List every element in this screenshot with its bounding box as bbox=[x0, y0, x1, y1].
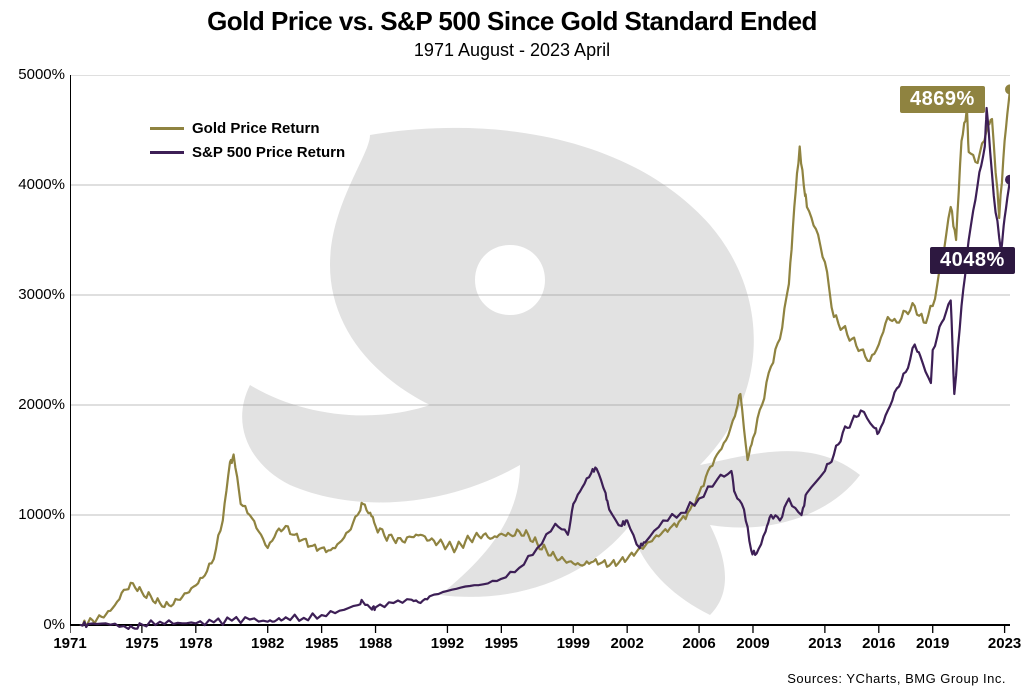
value-callout: 4048% bbox=[930, 247, 1015, 274]
x-tick-label: 1978 bbox=[176, 635, 216, 652]
chart-subtitle: 1971 August - 2023 April bbox=[0, 40, 1024, 61]
x-tick-label: 1971 bbox=[50, 635, 90, 652]
x-tick-label: 1999 bbox=[553, 635, 593, 652]
y-tick-label: 0% bbox=[10, 616, 65, 633]
legend-swatch bbox=[150, 151, 184, 154]
x-tick-label: 1988 bbox=[356, 635, 396, 652]
chart-container: Gold Price vs. S&P 500 Since Gold Standa… bbox=[0, 0, 1024, 690]
watermark-icon bbox=[242, 128, 860, 615]
y-tick-label: 5000% bbox=[10, 66, 65, 83]
x-tick-label: 1995 bbox=[481, 635, 521, 652]
sources-text: Sources: YCharts, BMG Group Inc. bbox=[787, 671, 1006, 686]
x-tick-label: 2023 bbox=[985, 635, 1024, 652]
x-tick-label: 1985 bbox=[302, 635, 342, 652]
x-tick-label: 2006 bbox=[679, 635, 719, 652]
x-tick-label: 1992 bbox=[427, 635, 467, 652]
legend: Gold Price Return S&P 500 Price Return bbox=[150, 118, 345, 166]
y-tick-label: 4000% bbox=[10, 176, 65, 193]
value-callout: 4869% bbox=[900, 86, 985, 113]
y-tick-label: 2000% bbox=[10, 396, 65, 413]
legend-item: S&P 500 Price Return bbox=[150, 142, 345, 162]
x-tick-label: 1982 bbox=[248, 635, 288, 652]
legend-label: Gold Price Return bbox=[192, 120, 320, 137]
legend-item: Gold Price Return bbox=[150, 118, 345, 138]
x-tick-label: 2002 bbox=[607, 635, 647, 652]
x-tick-label: 1975 bbox=[122, 635, 162, 652]
x-tick-label: 2016 bbox=[859, 635, 899, 652]
y-tick-label: 3000% bbox=[10, 286, 65, 303]
x-tick-label: 2019 bbox=[913, 635, 953, 652]
legend-swatch bbox=[150, 127, 184, 130]
legend-label: S&P 500 Price Return bbox=[192, 144, 345, 161]
y-tick-label: 1000% bbox=[10, 506, 65, 523]
x-tick-label: 2013 bbox=[805, 635, 845, 652]
x-tick-label: 2009 bbox=[733, 635, 773, 652]
chart-title: Gold Price vs. S&P 500 Since Gold Standa… bbox=[0, 6, 1024, 37]
